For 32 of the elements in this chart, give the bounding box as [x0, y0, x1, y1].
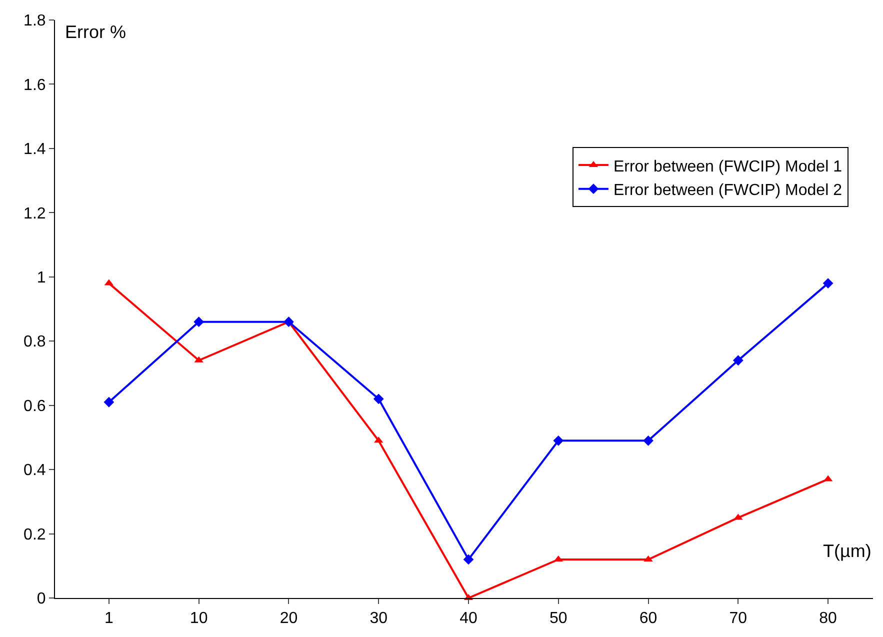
y-tick-label: 0.6	[24, 398, 46, 415]
y-tick-label: 1.2	[24, 205, 46, 222]
x-tick-label: 60	[639, 610, 658, 628]
x-tick-label: 40	[460, 610, 478, 628]
point	[194, 316, 204, 328]
point	[643, 435, 654, 446]
x-tick-label: 30	[370, 610, 388, 628]
point	[463, 554, 474, 565]
x-tick-label: 1	[104, 610, 114, 628]
x-tick-label: 80	[819, 610, 838, 628]
legend-label: Error between (FWCIP) Model 2	[613, 182, 842, 200]
point	[822, 278, 834, 289]
y-tick-label: 1.6	[24, 76, 46, 94]
x-tick-label: 10	[190, 610, 208, 628]
x-tick-label: 70	[729, 610, 748, 628]
point	[373, 394, 384, 404]
y-tick-label: 0.8	[24, 334, 46, 351]
x-axis-title: T(µm)	[823, 541, 872, 561]
y-tick-label: 1.8	[24, 12, 46, 30]
x-tick-label: 50	[549, 610, 568, 628]
point	[732, 355, 744, 366]
y-axis-title: Error %	[65, 22, 126, 42]
point	[284, 316, 294, 328]
y-tick-label: 0	[36, 590, 46, 608]
point	[553, 435, 564, 446]
y-tick-label: 0.2	[24, 526, 46, 544]
x-tick-label: 20	[280, 610, 298, 628]
point	[104, 396, 114, 408]
y-tick-label: 1.4	[24, 141, 46, 158]
y-tick-label: 0.4	[24, 462, 46, 480]
legend-label: Error between (FWCIP) Model 1	[613, 158, 842, 176]
y-tick-label: 1	[36, 269, 46, 286]
